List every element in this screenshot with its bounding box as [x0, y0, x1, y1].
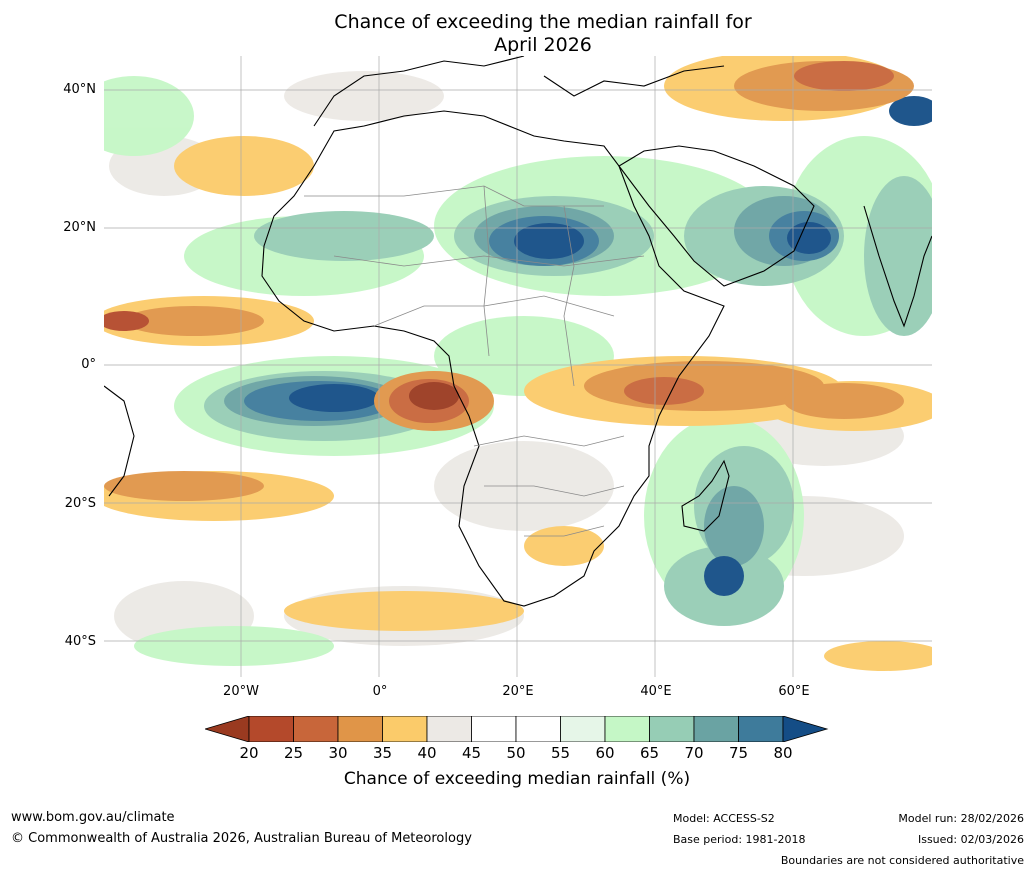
arabia-coastline: [618, 145, 815, 287]
footer-disclaimer: Boundaries are not considered authoritat…: [780, 854, 1024, 867]
colorbar-bin-65-70: [649, 716, 695, 742]
colorbar-tick-30: 30: [328, 744, 348, 762]
colorbar-bin-20-25: [248, 716, 294, 742]
colorbar: [205, 716, 829, 742]
south-america-coastline: [104, 385, 135, 497]
lon-label-20e: 20°E: [502, 684, 534, 699]
footer-model: Model: ACCESS-S2: [673, 812, 775, 825]
colorbar-label: Chance of exceeding median rainfall (%): [343, 769, 691, 789]
colorbar-tick-35: 35: [372, 744, 393, 762]
europe-coastline: [313, 56, 725, 127]
colorbar-tick-45: 45: [461, 744, 482, 762]
footer-url: www.bom.gov.au/climate: [11, 810, 175, 825]
colorbar-bin-50-55: [515, 716, 561, 742]
colorbar-tick-60: 60: [595, 744, 615, 762]
probability-fields: [104, 56, 932, 671]
lat-label-20n: 20°N: [63, 220, 96, 235]
colorbar-tick-80: 80: [773, 744, 793, 762]
colorbar-bin-40-45: [426, 716, 472, 742]
colorbar-tick-20: 20: [239, 744, 259, 762]
madagascar-coastline: [681, 459, 730, 532]
footer-copyright: © Commonwealth of Australia 2026, Austra…: [11, 831, 472, 846]
colorbar-bin-35-40: [382, 716, 428, 742]
graticule: [104, 56, 932, 677]
africa-coastline: [261, 110, 725, 607]
colorbar-bin-55-60: [560, 716, 606, 742]
lon-label-20w: 20°W: [223, 684, 259, 699]
rainfall-probability-map: [104, 56, 932, 677]
footer-base-period: Base period: 1981-2018: [673, 833, 806, 846]
footer-issued: Issued: 02/03/2026: [917, 833, 1024, 846]
colorbar-tick-50: 50: [506, 744, 526, 762]
colorbar-tick-25: 25: [283, 744, 304, 762]
colorbar-tick-55: 55: [550, 744, 571, 762]
footer-model-run: Model run: 28/02/2026: [898, 812, 1024, 825]
colorbar-tick-70: 70: [684, 744, 704, 762]
map-title-period: April 2026: [494, 34, 592, 56]
lon-label-40e: 40°E: [640, 684, 672, 699]
colorbar-bin-70-75: [693, 716, 739, 742]
country-borders: [304, 185, 645, 537]
lat-label-0: 0°: [81, 357, 96, 372]
india-coastline: [863, 205, 932, 328]
colorbar-bin-25-30: [293, 716, 339, 742]
colorbar-bin-30-35: [337, 716, 383, 742]
colorbar-bin-75-80: [738, 716, 784, 742]
colorbar-extend-low: [205, 716, 250, 742]
map-svg: [104, 56, 932, 677]
lat-label-40s: 40°S: [64, 634, 96, 649]
map-title: Chance of exceeding the median rainfall …: [334, 11, 752, 33]
colorbar-bin-60-65: [604, 716, 650, 742]
lat-label-40n: 40°N: [63, 82, 96, 97]
lat-label-20s: 20°S: [64, 496, 96, 511]
colorbar-tick-40: 40: [417, 744, 437, 762]
colorbar-tick-75: 75: [728, 744, 749, 762]
colorbar-bin-45-50: [471, 716, 517, 742]
lon-label-0: 0°: [372, 684, 388, 699]
colorbar-extend-high: [782, 716, 829, 742]
lon-label-60e: 60°E: [778, 684, 810, 699]
colorbar-tick-65: 65: [639, 744, 660, 762]
